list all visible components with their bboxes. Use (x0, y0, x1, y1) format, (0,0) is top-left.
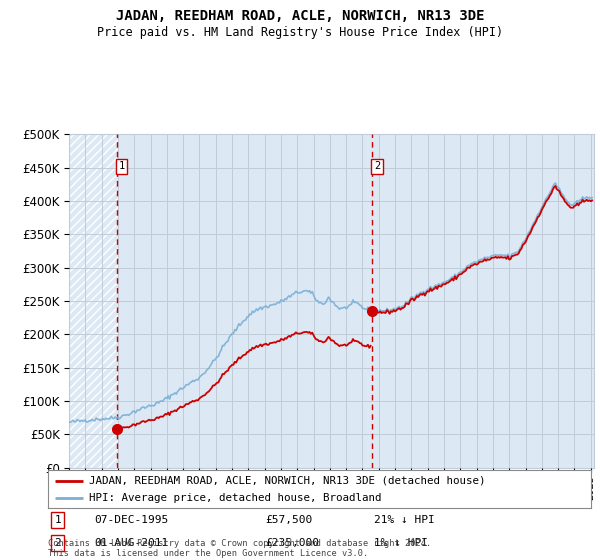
Polygon shape (69, 134, 118, 468)
Text: 2: 2 (55, 538, 61, 548)
Text: 1% ↓ HPI: 1% ↓ HPI (374, 538, 428, 548)
Text: £235,000: £235,000 (265, 538, 319, 548)
Text: 01-AUG-2011: 01-AUG-2011 (94, 538, 169, 548)
Text: 2: 2 (374, 161, 380, 171)
Text: Price paid vs. HM Land Registry's House Price Index (HPI): Price paid vs. HM Land Registry's House … (97, 26, 503, 39)
Text: 1: 1 (118, 161, 125, 171)
Text: JADAN, REEDHAM ROAD, ACLE, NORWICH, NR13 3DE: JADAN, REEDHAM ROAD, ACLE, NORWICH, NR13… (116, 9, 484, 23)
Text: 07-DEC-1995: 07-DEC-1995 (94, 515, 169, 525)
Text: HPI: Average price, detached house, Broadland: HPI: Average price, detached house, Broa… (89, 493, 381, 503)
Text: 21% ↓ HPI: 21% ↓ HPI (374, 515, 434, 525)
Text: £57,500: £57,500 (265, 515, 313, 525)
Text: JADAN, REEDHAM ROAD, ACLE, NORWICH, NR13 3DE (detached house): JADAN, REEDHAM ROAD, ACLE, NORWICH, NR13… (89, 475, 485, 486)
Text: 1: 1 (55, 515, 61, 525)
Text: Contains HM Land Registry data © Crown copyright and database right 2024.
This d: Contains HM Land Registry data © Crown c… (48, 539, 431, 558)
